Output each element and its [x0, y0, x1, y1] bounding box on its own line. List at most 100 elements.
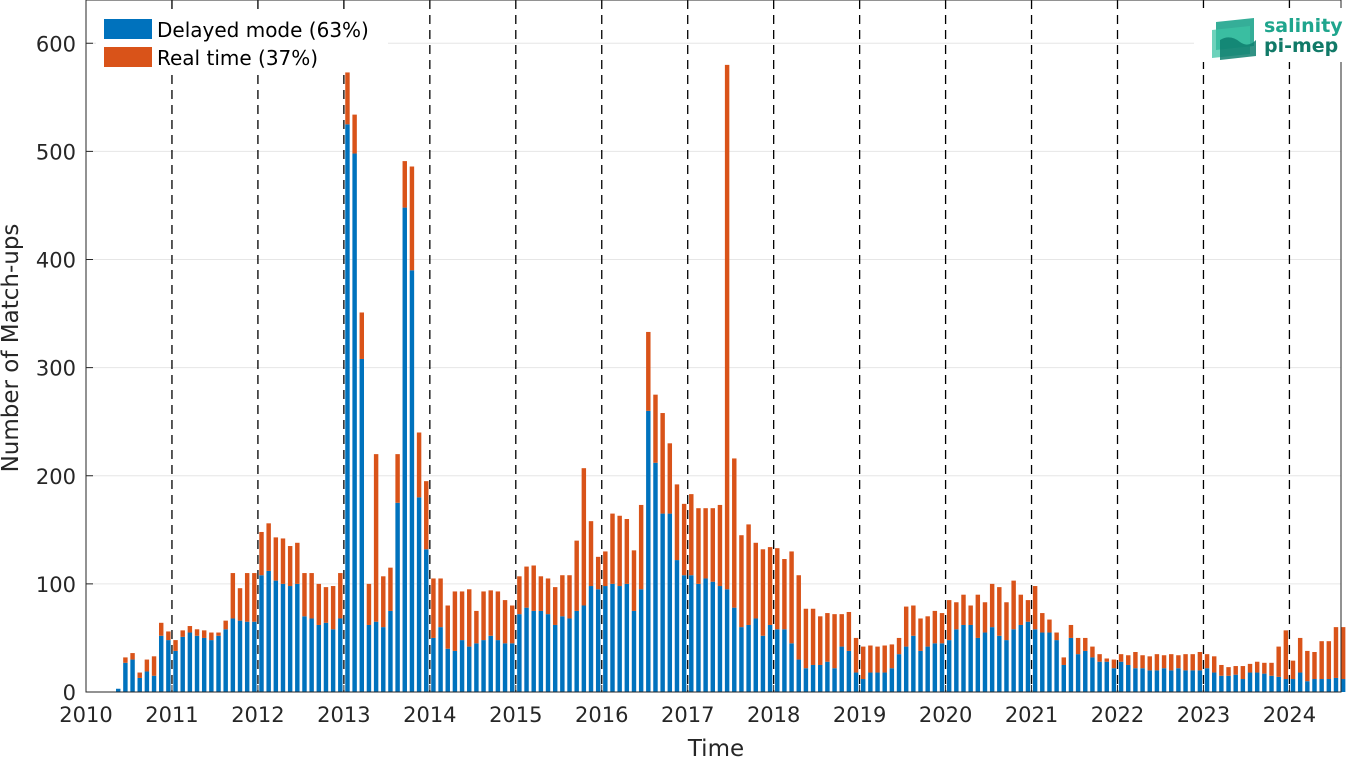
bar-delayed-mode: [1090, 657, 1095, 692]
bar-delayed-mode: [194, 635, 200, 692]
bar-real-time: [144, 659, 150, 672]
bar-delayed-mode: [481, 640, 486, 692]
bar-real-time: [338, 573, 343, 619]
bar-delayed-mode: [1247, 672, 1253, 692]
legend-label-delayed: Delayed mode (63%): [157, 18, 369, 42]
bar-real-time: [509, 605, 515, 644]
bar-delayed-mode: [431, 637, 436, 692]
bar-real-time: [545, 578, 551, 615]
bar-real-time: [918, 618, 923, 651]
bar-delayed-mode: [760, 635, 766, 692]
bar-real-time: [201, 630, 207, 638]
bar-delayed-mode: [918, 650, 923, 692]
legend-label-realtime: Real time (37%): [157, 46, 318, 70]
bar-delayed-mode: [1040, 632, 1045, 692]
bar-real-time: [710, 508, 716, 582]
bar-delayed-mode: [1190, 670, 1195, 692]
bar-real-time: [1283, 630, 1289, 680]
bar-delayed-mode: [295, 583, 300, 692]
bar-real-time: [954, 602, 959, 630]
bar-real-time: [166, 631, 171, 641]
bar-delayed-mode: [724, 589, 730, 692]
bar-real-time: [259, 531, 264, 576]
bar-real-time: [1326, 641, 1332, 680]
bar-delayed-mode: [1161, 668, 1167, 692]
bar-real-time: [416, 432, 422, 498]
bar-real-time: [868, 645, 873, 673]
bar-delayed-mode: [517, 614, 522, 692]
bar-delayed-mode: [552, 624, 558, 692]
bar-real-time: [724, 64, 730, 590]
bar-delayed-mode: [667, 513, 673, 692]
logo-text-line2: pi-mep: [1264, 35, 1338, 57]
bar-delayed-mode: [1226, 675, 1231, 692]
bar-real-time: [266, 523, 271, 571]
bar-delayed-mode: [860, 679, 866, 692]
bar-delayed-mode: [1276, 676, 1281, 692]
bar-delayed-mode: [1054, 640, 1059, 692]
bar-real-time: [1018, 594, 1024, 625]
bar-series: [116, 64, 1346, 693]
bar-real-time: [1254, 661, 1260, 673]
bar-delayed-mode: [345, 124, 350, 692]
bar-real-time: [717, 504, 723, 587]
bar-delayed-mode: [653, 462, 658, 692]
bar-delayed-mode: [696, 583, 701, 692]
x-axis-title: Time: [687, 736, 744, 758]
bar-delayed-mode: [1305, 681, 1310, 692]
bar-delayed-mode: [1047, 632, 1052, 692]
bar-delayed-mode: [130, 659, 135, 692]
bar-real-time: [187, 626, 193, 633]
bar-delayed-mode: [1290, 679, 1296, 692]
bar-real-time: [982, 602, 988, 633]
bar-real-time: [1169, 654, 1174, 671]
bar-delayed-mode: [116, 688, 121, 692]
bar-delayed-mode: [1262, 673, 1267, 692]
bar-delayed-mode: [1312, 679, 1317, 692]
bar-delayed-mode: [660, 513, 665, 692]
bar-real-time: [939, 613, 945, 644]
bar-real-time: [1061, 657, 1067, 665]
bar-real-time: [638, 504, 644, 590]
bar-delayed-mode: [388, 610, 393, 692]
bar-delayed-mode: [796, 659, 801, 692]
bar-delayed-mode: [681, 575, 687, 692]
bar-delayed-mode: [1319, 679, 1324, 692]
bar-delayed-mode: [273, 580, 279, 692]
bar-delayed-mode: [882, 672, 887, 692]
bar-real-time: [402, 161, 407, 208]
bar-delayed-mode: [474, 643, 479, 692]
bar-delayed-mode: [946, 640, 952, 692]
bar-delayed-mode: [316, 624, 322, 692]
bar-real-time: [459, 591, 465, 641]
bar-delayed-mode: [180, 636, 185, 692]
bar-real-time: [388, 567, 393, 611]
bar-delayed-mode: [266, 570, 271, 692]
bar-real-time: [216, 632, 221, 636]
bar-real-time: [481, 591, 486, 641]
bar-delayed-mode: [810, 664, 816, 692]
bar-delayed-mode: [1075, 654, 1081, 692]
bar-real-time: [1147, 656, 1152, 671]
bar-real-time: [223, 620, 228, 630]
bar-real-time: [825, 613, 830, 662]
bar-delayed-mode: [603, 586, 608, 692]
bar-real-time: [1262, 662, 1267, 674]
bar-delayed-mode: [209, 640, 214, 692]
y-tick-label: 400: [36, 249, 76, 273]
bar-delayed-mode: [610, 583, 615, 692]
bar-real-time: [445, 605, 450, 649]
x-tick-label: 2016: [575, 703, 628, 727]
bar-delayed-mode: [524, 607, 529, 692]
bar-delayed-mode: [1118, 661, 1124, 692]
bar-real-time: [767, 547, 773, 625]
bar-real-time: [1011, 580, 1016, 630]
bar-real-time: [180, 630, 185, 637]
x-tick-label: 2014: [403, 703, 456, 727]
bar-real-time: [1190, 654, 1195, 671]
bar-delayed-mode: [402, 207, 407, 692]
bar-real-time: [488, 590, 493, 636]
bar-real-time: [703, 508, 708, 579]
bar-delayed-mode: [746, 624, 751, 692]
